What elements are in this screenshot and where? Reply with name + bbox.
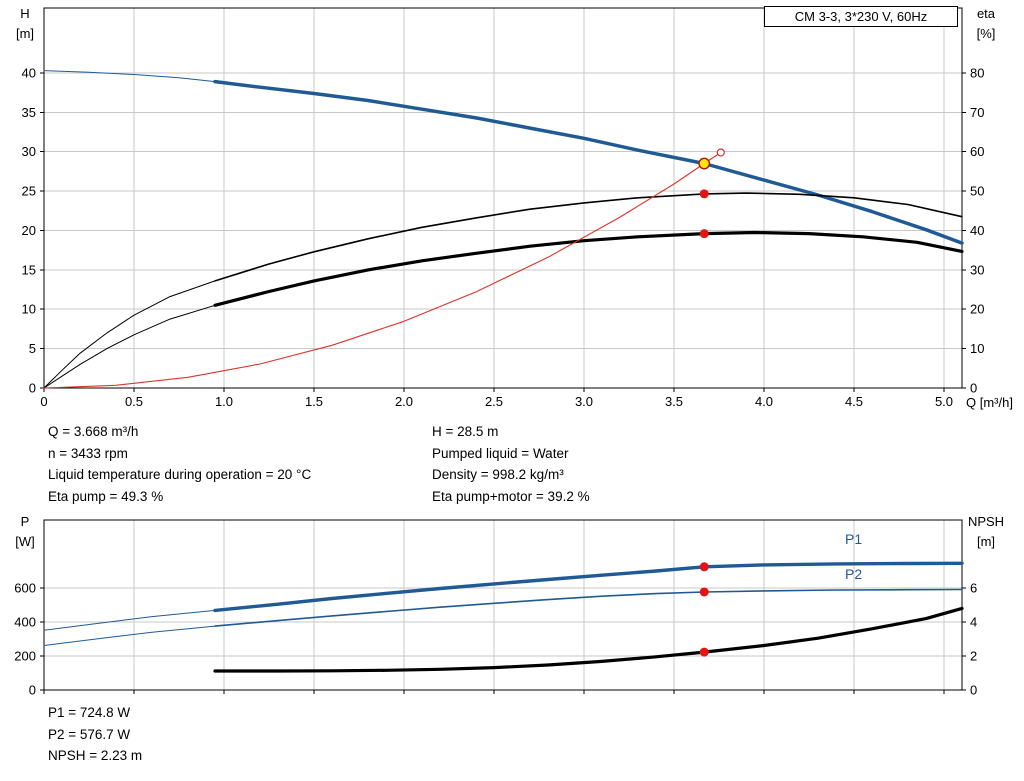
x-tick-label: 3.0	[575, 394, 593, 409]
x-tick-label: 2.5	[485, 394, 503, 409]
npsh-axis-unit: [m]	[976, 534, 996, 549]
y-left-tick-label: 0	[29, 381, 36, 396]
eta-pump-dot	[699, 189, 709, 199]
p1-dot	[699, 562, 709, 572]
h-axis-label: H [m]	[8, 4, 42, 44]
eta-axis-label: eta [%]	[964, 4, 1008, 44]
curve-eta-pump-motor	[213, 230, 964, 307]
curve-label-p1: P1	[845, 531, 862, 547]
eta-pump-motor-dot	[699, 229, 709, 239]
info-p1: P1 = 724.8 W	[48, 705, 131, 720]
power-npsh-chart: 0 200 400 600 0 2 4 6 P1 P2	[14, 519, 977, 698]
x-tick-label: 4.0	[755, 394, 773, 409]
info-eta-pump: Eta pump = 49.3 %	[48, 488, 164, 504]
info-liquid-temp: Liquid temperature during operation = 20…	[48, 467, 312, 482]
y-right-tick-label: 70	[970, 105, 984, 120]
npsh-axis-label: NPSH [m]	[956, 512, 1016, 552]
y-left-tick-label: 10	[22, 302, 36, 317]
curve-eta-pump-lead-in	[43, 280, 216, 389]
info-speed: n = 3433 rpm	[48, 445, 128, 461]
y-left-tick-label: 20	[22, 223, 36, 238]
curve-p1-lead-in	[43, 609, 216, 631]
info-density: Density = 998.2 kg/m³	[432, 467, 564, 482]
duty-info-left: Q = 3.668 m³/h n = 3433 rpm Liquid tempe…	[48, 421, 311, 507]
y-left-tick-label: 30	[22, 144, 36, 159]
y-right-tick-label: 20	[970, 302, 984, 317]
p-axis-symbol: P	[20, 514, 30, 529]
y-right-tick-label: 50	[970, 184, 984, 199]
h-axis-unit: [m]	[15, 26, 35, 41]
curve-system-curve	[43, 151, 722, 389]
y-right-tick-label: 4	[970, 615, 977, 630]
curve-head	[213, 79, 964, 245]
info-p2: P2 = 576.7 W	[48, 726, 131, 742]
curve-eta-pump	[214, 192, 963, 282]
y-left-tick-label: 25	[22, 184, 36, 199]
y-left-tick-label: 600	[14, 581, 36, 596]
info-pumped-liquid: Pumped liquid = Water	[432, 445, 569, 461]
y-left-tick-label: 5	[29, 341, 36, 356]
eta-axis-unit: [%]	[976, 26, 996, 41]
y-left-tick-label: 15	[22, 262, 36, 277]
y-right-tick-label: 40	[970, 223, 984, 238]
npsh-axis-symbol: NPSH	[967, 514, 1005, 529]
curve-npsh	[213, 606, 964, 673]
x-tick-label: 0	[40, 394, 47, 409]
eta-axis-symbol: eta	[976, 6, 996, 21]
y-left-tick-label: 0	[29, 683, 36, 698]
info-q: Q = 3.668 m³/h	[48, 424, 139, 439]
npsh-dot	[699, 647, 709, 657]
y-right-tick-label: 0	[970, 683, 977, 698]
x-tick-label: 1.5	[305, 394, 323, 409]
y-right-tick-label: 10	[970, 341, 984, 356]
y-right-tick-label: 80	[970, 65, 984, 80]
curve-p2-lead-in	[43, 625, 216, 646]
plot-border	[43, 7, 963, 389]
info-eta-pump-motor: Eta pump+motor = 39.2 %	[432, 488, 590, 504]
curve-label-p2: P2	[845, 566, 862, 582]
curve-eta-pump-motor-lead-in	[43, 304, 216, 389]
x-tick-label: 1.0	[215, 394, 233, 409]
y-right-tick-label: 0	[970, 381, 977, 396]
plot-border	[43, 519, 963, 691]
power-info: P1 = 724.8 W P2 = 576.7 W NPSH = 2.23 m	[48, 702, 142, 767]
curve-head-lead-in	[43, 70, 216, 83]
hq-eta-chart: 0 0.5 1.0 1.5 2.0 2.5 3.0 3.5 4.0 4.5 5.0 0 5 10 15 20 2…	[22, 7, 984, 409]
p2-dot	[699, 587, 709, 597]
y-right-tick-label: 6	[970, 581, 977, 596]
curve-p1	[213, 561, 964, 613]
duty-info-right: H = 28.5 m Pumped liquid = Water Density…	[432, 421, 590, 507]
y-left-tick-label: 200	[14, 649, 36, 664]
x-tick-label: 4.5	[845, 394, 863, 409]
x-tick-label: 2.0	[395, 394, 413, 409]
x-tick-label: 5.0	[935, 394, 953, 409]
h-axis-symbol: H	[20, 6, 30, 21]
duty-point	[698, 157, 711, 170]
y-left-tick-label: 40	[22, 65, 36, 80]
x-tick-label: 0.5	[125, 394, 143, 409]
info-h: H = 28.5 m	[432, 424, 499, 439]
info-npsh: NPSH = 2.23 m	[48, 748, 143, 763]
requested-duty-ring	[716, 148, 725, 157]
y-right-tick-label: 30	[970, 262, 984, 277]
pump-title-box: CM 3-3, 3*230 V, 60Hz	[764, 6, 958, 27]
y-left-tick-label: 35	[22, 105, 36, 120]
y-right-tick-label: 60	[970, 144, 984, 159]
curve-p2	[214, 588, 963, 627]
p-axis-label: P [W]	[8, 512, 42, 552]
q-axis-label: Q [m³/h]	[966, 395, 1013, 410]
y-left-tick-label: 400	[14, 615, 36, 630]
x-tick-label: 3.5	[665, 394, 683, 409]
y-right-tick-label: 2	[970, 649, 977, 664]
p-axis-unit: [W]	[15, 534, 35, 549]
